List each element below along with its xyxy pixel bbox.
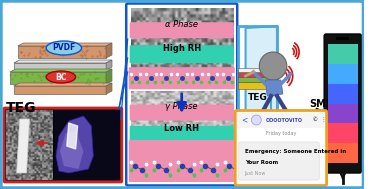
Text: <: < — [242, 115, 248, 125]
FancyBboxPatch shape — [239, 142, 319, 180]
Bar — [336, 37, 349, 40]
Polygon shape — [67, 123, 78, 149]
Polygon shape — [18, 46, 106, 58]
Text: γ Phase: γ Phase — [165, 102, 198, 111]
FancyBboxPatch shape — [126, 4, 237, 185]
Text: α Phase: α Phase — [165, 20, 198, 29]
Bar — [238, 68, 277, 72]
FancyBboxPatch shape — [129, 22, 234, 38]
Polygon shape — [14, 83, 112, 86]
Text: SMS: SMS — [309, 99, 333, 109]
FancyBboxPatch shape — [4, 108, 122, 182]
Bar — [328, 123, 358, 143]
Circle shape — [259, 52, 287, 80]
Polygon shape — [60, 131, 83, 169]
Bar — [328, 44, 358, 64]
Text: TEG: TEG — [6, 101, 36, 115]
Polygon shape — [17, 119, 29, 173]
Bar — [238, 113, 324, 128]
Bar — [328, 143, 358, 163]
Text: Just Now: Just Now — [244, 171, 266, 177]
Bar — [328, 84, 358, 104]
FancyBboxPatch shape — [129, 126, 234, 144]
Polygon shape — [10, 69, 112, 72]
Bar — [238, 72, 277, 77]
FancyBboxPatch shape — [324, 34, 361, 173]
Polygon shape — [18, 43, 112, 46]
Bar — [328, 64, 358, 84]
Polygon shape — [265, 80, 283, 96]
FancyBboxPatch shape — [235, 111, 326, 185]
FancyBboxPatch shape — [129, 105, 234, 121]
Text: Low RH: Low RH — [164, 124, 199, 133]
Polygon shape — [246, 26, 277, 171]
FancyBboxPatch shape — [129, 140, 235, 182]
Text: Emergency: Someone Entered in: Emergency: Someone Entered in — [244, 149, 346, 154]
Circle shape — [252, 115, 261, 125]
Bar — [238, 77, 277, 82]
Polygon shape — [10, 72, 106, 84]
Text: TEG: TEG — [247, 92, 267, 101]
Polygon shape — [106, 83, 112, 94]
Polygon shape — [106, 43, 112, 58]
Polygon shape — [56, 116, 93, 173]
Polygon shape — [14, 63, 106, 70]
Bar — [53, 110, 120, 180]
Polygon shape — [106, 60, 112, 70]
Polygon shape — [14, 60, 112, 63]
Text: PVDF: PVDF — [52, 43, 75, 53]
Text: ✆  ⋮: ✆ ⋮ — [313, 117, 327, 123]
Bar — [328, 104, 358, 123]
Polygon shape — [14, 86, 106, 94]
Ellipse shape — [46, 41, 82, 55]
Polygon shape — [106, 69, 112, 84]
Ellipse shape — [46, 71, 76, 83]
FancyBboxPatch shape — [129, 45, 234, 63]
Bar — [238, 82, 277, 89]
Text: High RH: High RH — [162, 44, 201, 53]
Text: BC: BC — [55, 73, 66, 81]
FancyBboxPatch shape — [129, 67, 235, 89]
Text: Your Room: Your Room — [244, 160, 278, 166]
Text: OOOOTOVITO: OOOOTOVITO — [266, 118, 303, 122]
Text: Friday today: Friday today — [266, 132, 296, 136]
